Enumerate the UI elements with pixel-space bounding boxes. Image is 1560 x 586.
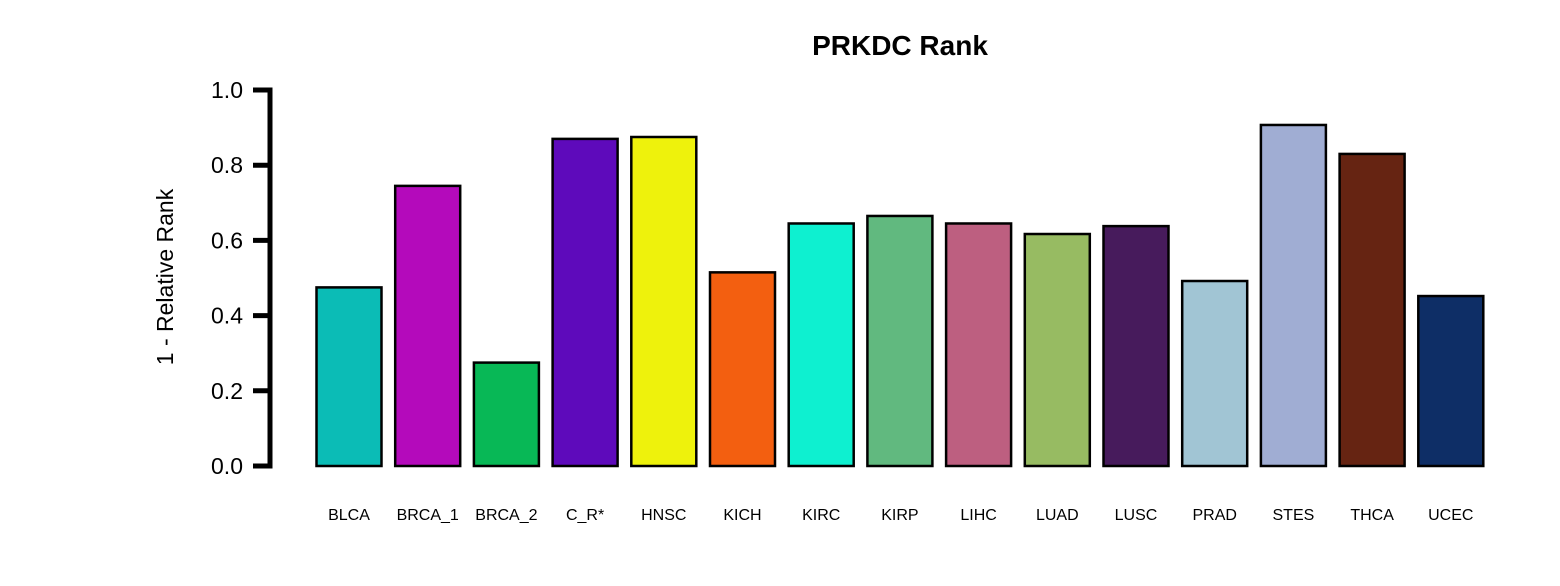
bar-luad xyxy=(1023,232,1092,468)
x-tick-label: C_R* xyxy=(566,507,604,524)
x-tick-label: STES xyxy=(1273,507,1315,524)
bar-blca xyxy=(315,286,383,468)
x-tick-label: LUSC xyxy=(1115,507,1158,524)
y-tick-label: 0.6 xyxy=(211,227,243,253)
y-tick-label: 0.8 xyxy=(211,152,243,178)
bar-kirc xyxy=(787,222,855,468)
x-tick-label: THCA xyxy=(1350,507,1394,524)
x-tick-label: LIHC xyxy=(960,507,996,524)
x-tick-label: KIRC xyxy=(802,507,840,524)
x-tick-label: BRCA_2 xyxy=(475,507,537,524)
bar-hnsc xyxy=(630,135,698,468)
y-axis: 0.0 0.2 0.4 0.6 0.8 1.0 xyxy=(211,77,273,479)
bar-kich xyxy=(708,271,777,468)
bars xyxy=(315,123,1485,468)
bar-prad xyxy=(1180,279,1249,468)
bar-ucec xyxy=(1417,294,1485,468)
bar-c-r- xyxy=(551,137,619,468)
y-tick-label: 0.2 xyxy=(211,378,243,404)
x-tick-label: HNSC xyxy=(641,507,686,524)
y-axis-label: 1 - Relative Rank xyxy=(152,188,178,365)
x-tick-labels: BLCA BRCA_1 BRCA_2 C_R* HNSC KICH KIRC KIRP LIHC… xyxy=(328,507,1473,524)
bar-kirp xyxy=(866,214,934,468)
x-tick-label: KICH xyxy=(723,507,761,524)
bar-brca-2 xyxy=(472,361,541,468)
bar-brca-1 xyxy=(393,184,462,468)
x-tick-label: KIRP xyxy=(881,507,918,524)
x-tick-label: UCEC xyxy=(1428,507,1473,524)
bar-lusc xyxy=(1102,224,1170,468)
y-tick-label: 1.0 xyxy=(211,77,243,103)
bar-thca xyxy=(1338,152,1406,468)
x-tick-label: BLCA xyxy=(328,507,370,524)
bar-stes xyxy=(1259,123,1328,468)
y-tick-label: 0.0 xyxy=(211,453,243,479)
x-tick-label: PRAD xyxy=(1192,507,1236,524)
x-tick-label: BRCA_1 xyxy=(397,507,459,524)
bar-lihc xyxy=(944,222,1013,468)
y-tick-label: 0.4 xyxy=(211,303,243,329)
x-tick-label: LUAD xyxy=(1036,507,1079,524)
chart-title: PRKDC Rank xyxy=(812,30,988,61)
